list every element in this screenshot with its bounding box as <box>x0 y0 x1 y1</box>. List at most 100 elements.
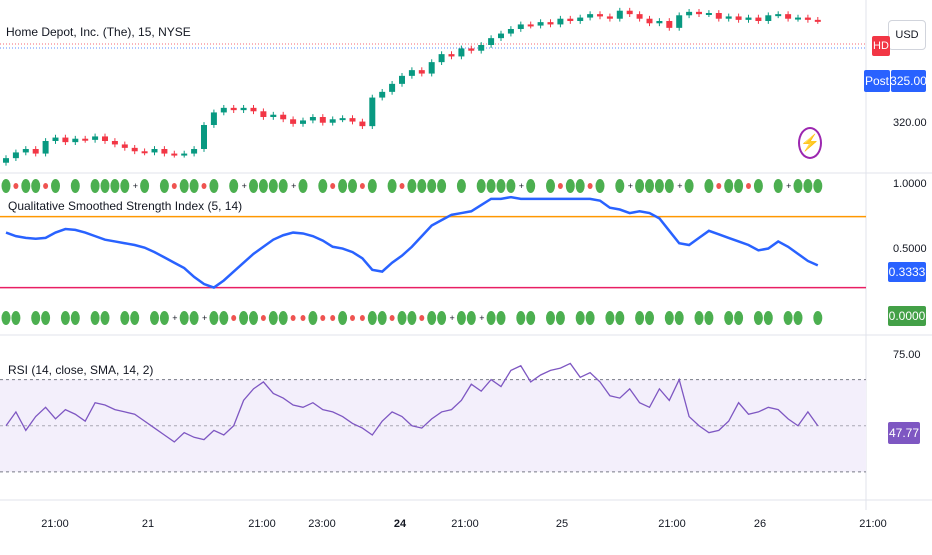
candle-body <box>62 137 69 143</box>
candle-body <box>270 114 277 117</box>
candle-body <box>260 111 267 117</box>
qssi-axis-top: 1.0000 <box>893 178 927 190</box>
candle-body <box>438 54 445 63</box>
candle-body <box>141 151 148 154</box>
signal-row-top-dot <box>753 179 763 193</box>
signal-row-bottom-dot <box>419 315 425 321</box>
signal-row-bottom-dot <box>734 311 744 325</box>
signal-row-bottom-dot <box>397 311 407 325</box>
signal-row-bottom-dot <box>516 311 526 325</box>
ticker-badge: HD <box>872 36 890 56</box>
qssi-zero-tag: 0.0000 <box>888 306 926 326</box>
signal-row-top-dot <box>43 183 49 189</box>
signal-row-top-dot <box>1 179 11 193</box>
candle-body <box>72 138 79 143</box>
signal-row-top-dot <box>51 179 60 193</box>
candle-body <box>735 16 742 20</box>
qssi-line <box>5 195 819 289</box>
candle-body <box>488 38 495 45</box>
signal-row-top-dot <box>407 179 417 193</box>
candle-body <box>606 16 613 19</box>
candle-body <box>804 17 811 20</box>
signal-row-top-plus: + <box>133 181 138 191</box>
signal-row-bottom-dot <box>526 311 536 325</box>
candle-body <box>369 97 376 127</box>
signal-row-bottom-dot <box>753 311 763 325</box>
signal-row-bottom-dot <box>100 311 110 325</box>
signal-row-top-dot <box>90 179 100 193</box>
candle-body <box>121 144 128 148</box>
signal-row-top-dot <box>268 179 278 193</box>
signal-row-bottom-dot <box>209 311 219 325</box>
currency-button[interactable]: USD <box>888 20 926 50</box>
candle-body <box>765 15 772 21</box>
candle-body <box>220 107 227 113</box>
signal-row-bottom-dot <box>189 311 199 325</box>
signal-row-bottom-dot <box>546 311 555 325</box>
candle-body <box>775 14 782 17</box>
signal-row-bottom-dot <box>456 311 466 325</box>
rsi-axis-top: 75.00 <box>893 349 921 361</box>
candle-body <box>656 21 663 24</box>
candle-body <box>646 18 653 24</box>
signal-row-bottom-dot <box>41 311 51 325</box>
signal-row-top-dot <box>654 179 664 193</box>
candle-body <box>181 153 188 156</box>
signal-row-top-dot <box>359 183 365 189</box>
signal-row-bottom-dot <box>249 311 258 325</box>
candle-body <box>42 141 49 154</box>
signal-row-top-dot <box>437 179 447 193</box>
signal-row-bottom-dot <box>350 315 355 321</box>
signal-row-bottom-dot <box>585 311 595 325</box>
candle-body <box>547 22 554 25</box>
time-axis-label: 21:00 <box>658 518 686 530</box>
signal-row-bottom-dot <box>367 311 377 325</box>
signal-row-top-dot <box>746 183 751 189</box>
signal-row-top-dot <box>724 179 734 193</box>
signal-row-top-dot <box>100 179 110 193</box>
signal-row-bottom-dot <box>260 315 266 321</box>
signal-row-bottom-dot <box>793 311 803 325</box>
signal-row-top-plus: + <box>291 181 296 191</box>
candle-body <box>131 147 138 152</box>
signal-row-top-dot <box>110 179 120 193</box>
signal-row-bottom-dot <box>130 311 140 325</box>
signal-row-top-dot <box>249 179 258 193</box>
signal-row-bottom-dot <box>90 311 100 325</box>
signal-row-bottom-dot <box>466 311 476 325</box>
signal-row-top-dot <box>615 179 625 193</box>
time-axis-label: 21:00 <box>41 518 69 530</box>
candle-body <box>696 11 702 15</box>
signal-row-top-dot <box>179 179 189 193</box>
signal-row-top-plus: + <box>519 181 524 191</box>
signal-row-bottom-plus: + <box>450 313 455 323</box>
candle-body <box>478 45 485 51</box>
signal-row-bottom-dot <box>783 311 793 325</box>
signal-row-bottom-dot <box>694 311 704 325</box>
qssi-axis-mid: 0.5000 <box>893 243 927 255</box>
signal-row-top-dot <box>367 179 377 193</box>
candle-body <box>111 141 118 145</box>
signal-row-bottom-dot <box>11 311 21 325</box>
candle-body <box>715 13 722 19</box>
qssi-value-tag: 0.3333 <box>888 262 926 282</box>
signal-row-top-dot <box>278 179 288 193</box>
lightning-bolt-icon[interactable]: ⚡ <box>798 127 822 159</box>
signal-row-top-dot <box>565 179 575 193</box>
candle-body <box>587 14 594 18</box>
signal-row-bottom-dot <box>31 311 41 325</box>
signal-row-bottom-dot <box>159 311 169 325</box>
signal-row-bottom-dot <box>1 311 11 325</box>
signal-row-top-dot <box>476 179 486 193</box>
candle-body <box>22 149 29 153</box>
candle-body <box>517 24 524 29</box>
candle-body <box>290 119 297 124</box>
signal-row-top-dot <box>417 179 427 193</box>
qssi-label[interactable]: Qualitative Smoothed Strength Index (5, … <box>6 199 245 213</box>
candle-body <box>250 107 257 112</box>
signal-row-top-dot <box>427 179 437 193</box>
rsi-label[interactable]: RSI (14, close, SMA, 14, 2) <box>6 363 156 377</box>
signal-row-bottom-dot <box>150 311 159 325</box>
